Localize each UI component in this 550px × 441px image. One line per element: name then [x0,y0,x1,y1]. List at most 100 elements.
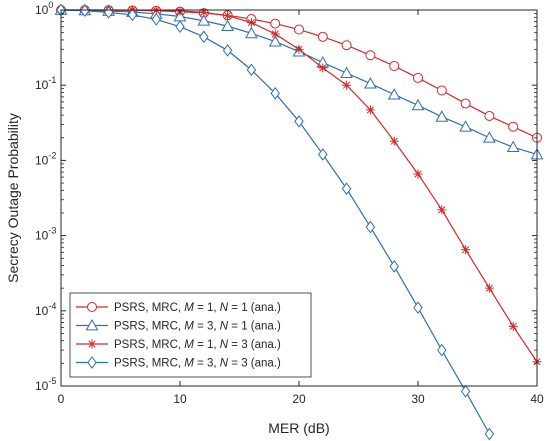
y-tick-base-4: 10 [35,78,49,92]
series-2-point [199,7,209,17]
series-3-point [294,115,304,128]
legend-label-1: PSRS, MRC, M = 3, N = 1 (ana.) [114,321,281,333]
y-tick-base-1: 10 [35,304,49,318]
series-2-point [484,283,494,293]
series-2-point [246,18,256,28]
legend-item-2: PSRS, MRC, M = 1, N = 3 (ana.) [76,339,281,351]
legend-label-3-suffix: = 3 (ana.) [228,358,281,370]
x-tick-label-2: 20 [292,392,306,406]
series-1-point [483,131,496,143]
series-2-point [508,321,518,331]
series-2-point [318,63,328,73]
series-2-point [389,136,399,146]
y-tick-exp-4: -1 [48,75,56,85]
series-1-point [245,26,258,39]
x-axis-label: MER (dB) [268,420,329,436]
y-axis-label: Secrecy Outage Probability [5,113,21,283]
y-tick-base-2: 10 [35,229,49,243]
legend-label-2-v2: N [220,339,229,351]
legend-label-1-suffix: = 1 (ana.) [228,321,281,333]
series-3-point [318,148,328,161]
series-3-point [127,8,138,22]
series-1-point [435,110,449,122]
legend-label-3-prefix: PSRS, MRC, [114,358,184,370]
legend-label-3-v1: M [184,358,194,370]
series-3-point [80,4,90,17]
legend-label-2-prefix: PSRS, MRC, [114,339,184,351]
series-0-point [436,85,447,96]
legend-label-3-v2: N [220,358,229,370]
series-1-point [411,98,425,111]
legend-marker-3 [87,356,97,369]
series-2-point [365,105,375,115]
series-1-point [268,35,282,47]
series-0-point [460,98,471,109]
legend-label-2-suffix: = 3 (ana.) [228,339,281,351]
series-0-point [270,18,281,29]
y-tick-exp-1: -4 [48,301,56,311]
legend-label-2-v1: M [184,339,194,351]
series-0-point [294,24,304,35]
legend-marker-1 [85,318,99,331]
y-tick-label-3: 10-2 [35,150,56,167]
y-tick-label-1: 10-4 [35,301,56,318]
y-tick-label-5: 100 [35,0,53,17]
x-tick-label-0: 0 [58,392,65,406]
series-2-point [294,44,304,54]
legend-label-1-prefix: PSRS, MRC, [114,321,184,333]
series-0-point [341,40,352,51]
legend-marker-0 [87,302,97,312]
y-tick-base-5: 10 [35,3,49,17]
series-3-point [365,220,376,234]
y-tick-exp-3: -2 [48,150,56,160]
legend-label-1-mid: = 3, [194,321,220,333]
x-tick-label-4: 40 [530,392,544,406]
series-3-point [413,301,423,315]
series-2-point [270,29,280,39]
legend-label-0-v2: N [220,302,229,314]
legend-item-0: PSRS, MRC, M = 1, N = 1 (ana.) [76,302,281,314]
series-2-point [413,169,423,179]
series-3-point [460,384,471,398]
series-2-point [223,11,233,21]
legend-label-0-v1: M [184,302,194,314]
plot-frame [60,9,538,387]
legend-item-1: PSRS, MRC, M = 3, N = 1 (ana.) [76,318,281,333]
series-3-point [175,20,185,34]
series-3-point [437,343,447,357]
series-0-point [413,72,423,83]
series-3-point [341,182,352,196]
series-3-point [199,30,209,44]
series-1-point [340,66,353,78]
series-3-point [270,86,280,100]
y-tick-base-0: 10 [35,379,49,393]
legend-box [69,292,312,378]
series-2-point [342,80,352,90]
legend-item-3: PSRS, MRC, M = 3, N = 3 (ana.) [76,356,281,370]
legend-label-2-mid: = 1, [194,339,220,351]
series-0-point [389,61,400,72]
series-0-point [317,31,328,42]
series-3 [56,3,495,441]
y-tick-exp-5: 0 [48,0,53,10]
series-3-point [389,260,399,273]
series-1-point [506,140,520,153]
series-2-point [461,245,471,255]
legend-marker-2 [87,339,97,349]
legend-label-0-prefix: PSRS, MRC, [114,302,184,314]
series-1-point [221,19,234,32]
series-1-point [459,120,472,132]
legend-label-0-mid: = 1, [194,302,220,314]
legend-label-0: PSRS, MRC, M = 1, N = 1 (ana.) [114,302,281,314]
y-tick-label-4: 10-1 [35,75,56,92]
series-3-point [484,427,495,441]
series-2-point [437,205,447,215]
y-tick-label-2: 10-3 [35,226,56,243]
series-0-point [365,50,376,61]
y-tick-exp-0: -5 [48,376,56,386]
legend-label-3-mid: = 3, [194,358,220,370]
y-tick-label-0: 10-5 [35,376,56,393]
legend-label-1-v1: M [184,321,194,333]
legend-label-2: PSRS, MRC, M = 1, N = 3 (ana.) [114,339,281,351]
